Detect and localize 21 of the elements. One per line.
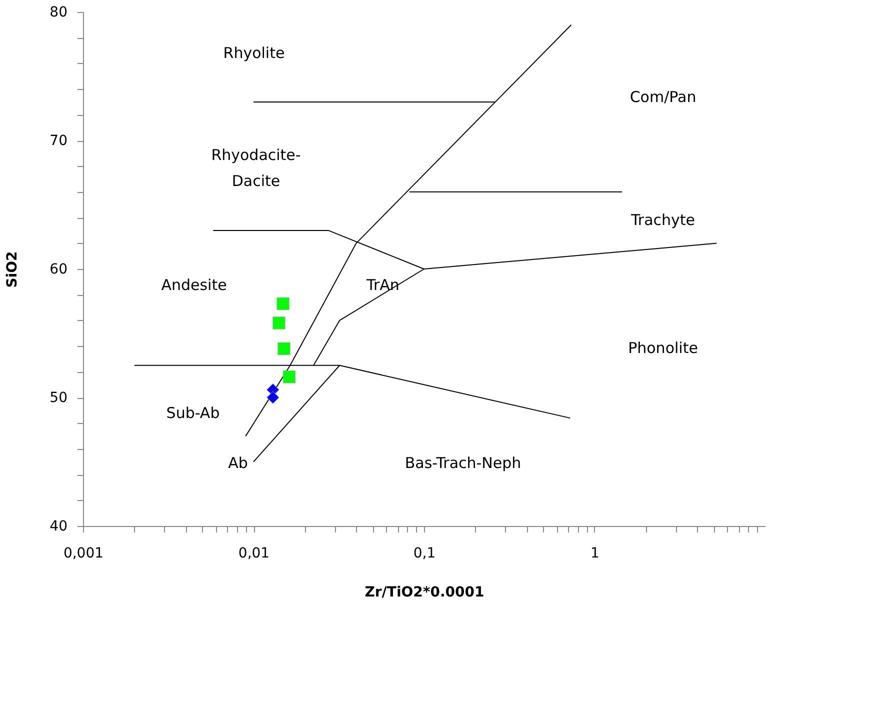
y-tick-label: 70 <box>50 133 68 149</box>
annotation: Rhyodacite- Dacite <box>211 146 301 190</box>
annotation: TrAn <box>366 276 400 294</box>
annotation: Phonolite <box>628 339 698 357</box>
y-tick-label: 40 <box>50 518 68 534</box>
y-tick-label: 50 <box>50 390 68 406</box>
y-tick-label: 60 <box>50 262 68 278</box>
annotation: Trachyte <box>630 211 696 229</box>
x-tick-label: 0,1 <box>413 546 436 562</box>
x-tick-label: 1 <box>590 546 600 562</box>
y-tick-label: 80 <box>50 4 68 20</box>
annotation: Rhyolite <box>223 44 285 62</box>
annotation: Bas-Trach-Neph <box>404 454 522 472</box>
x-axis-title: Zr/TiO2*0.0001 <box>364 584 484 600</box>
y-axis-title: SiO2 <box>4 251 21 288</box>
annotation: Sub-Ab <box>166 404 220 422</box>
annotation: Andesite <box>161 276 227 294</box>
x-tick-label: 0,01 <box>238 546 270 562</box>
x-tick-label: 0,001 <box>63 546 104 562</box>
annotation: Ab <box>228 454 248 472</box>
annotation: Com/Pan <box>630 88 696 106</box>
